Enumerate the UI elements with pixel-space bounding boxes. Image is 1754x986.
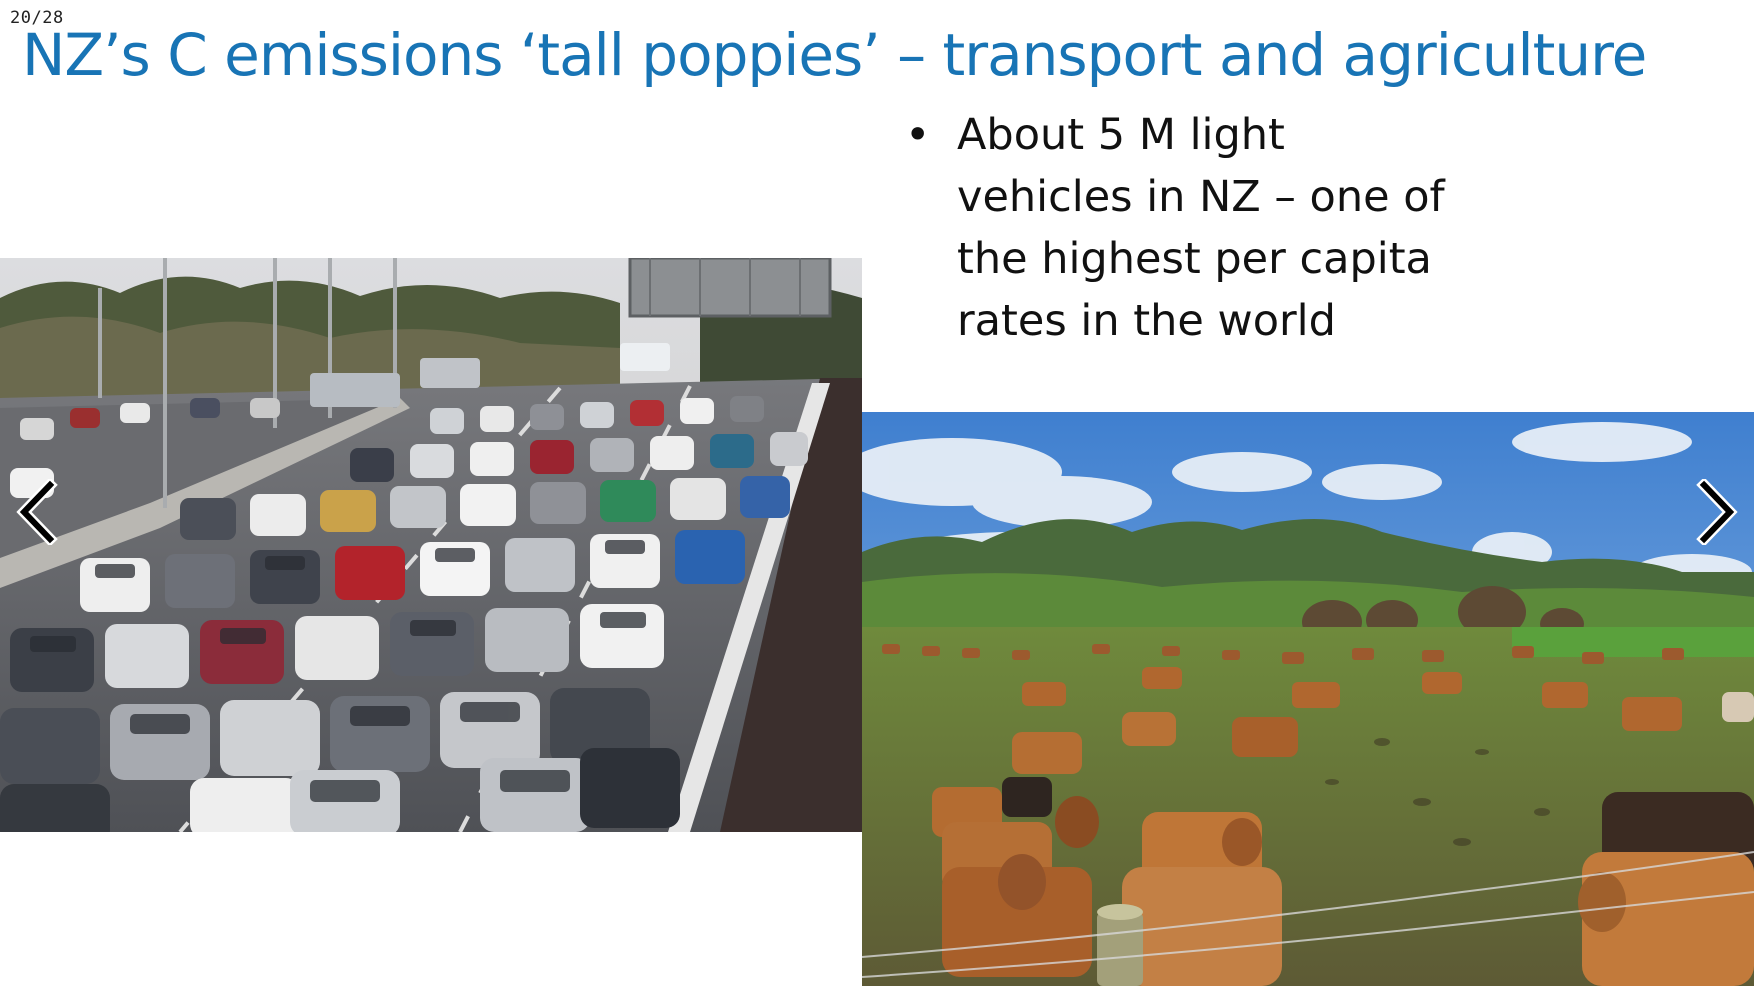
chevron-left-icon <box>16 479 58 545</box>
traffic-photo <box>0 258 862 832</box>
bullet-item: About 5 M light vehicles in NZ – one of … <box>905 104 1465 352</box>
next-slide-button[interactable] <box>1696 479 1740 545</box>
cows-photo <box>862 412 1754 986</box>
previous-slide-button[interactable] <box>14 479 58 545</box>
bullet-list: About 5 M light vehicles in NZ – one of … <box>905 104 1465 352</box>
traffic-photo-graphic <box>0 258 862 832</box>
cows-photo-graphic <box>862 412 1754 986</box>
slide-title: NZ’s C emissions ‘tall poppies’ – transp… <box>22 21 1647 89</box>
slide-counter: 20/28 <box>10 8 64 28</box>
chevron-right-icon <box>1696 479 1738 545</box>
